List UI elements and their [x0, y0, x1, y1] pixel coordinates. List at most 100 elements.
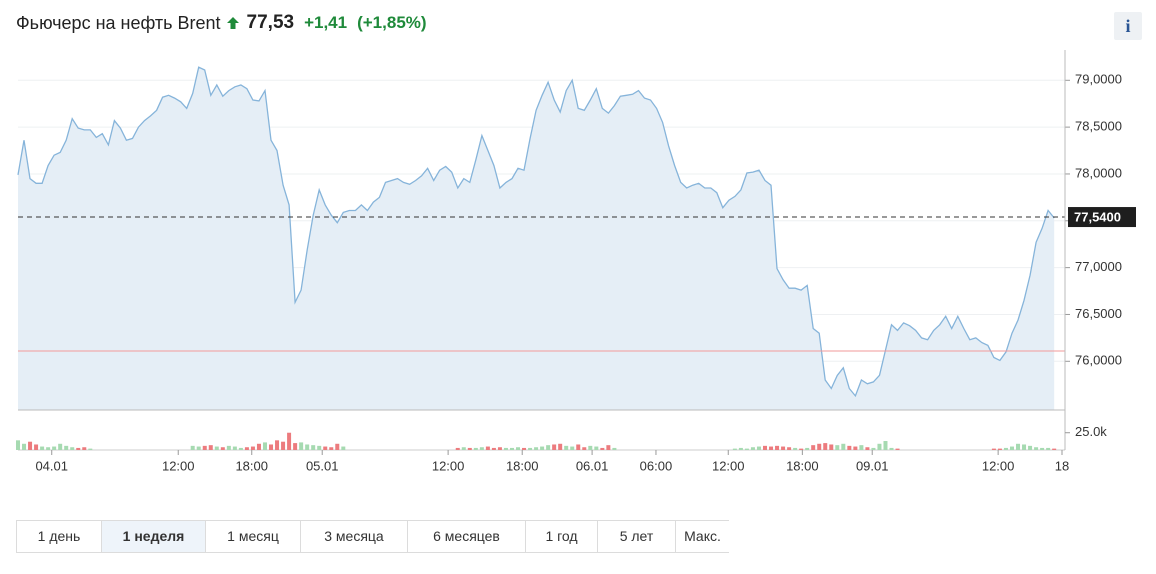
volume-bar [190, 445, 195, 450]
volume-bar [546, 445, 551, 450]
up-arrow [226, 17, 239, 29]
volume-bar [612, 447, 617, 450]
volume-bar [317, 445, 322, 450]
volume-bar [214, 446, 219, 450]
volume-bar [311, 445, 316, 450]
volume-bar [528, 447, 533, 450]
volume-bar [811, 445, 816, 450]
volume-bar [497, 447, 502, 450]
volume-bar [40, 446, 45, 450]
volume-bar [323, 446, 328, 450]
volume-bar [835, 445, 840, 450]
y-tick-label: 78,0000 [1075, 165, 1122, 180]
volume-bar [473, 447, 478, 450]
range-button[interactable]: 1 неделя [102, 521, 206, 552]
volume-bar [865, 447, 870, 450]
volume-bar [335, 443, 340, 450]
x-tick-label: 18 [1055, 458, 1069, 473]
volume-bar [775, 445, 780, 450]
volume-bar [226, 445, 231, 450]
volume-bar [762, 445, 767, 450]
volume-bar [208, 445, 213, 450]
x-tick-label: 18:00 [786, 458, 819, 473]
volume-bar [250, 446, 255, 450]
range-button[interactable]: Макс. [684, 528, 721, 544]
range-button[interactable]: 1 день [17, 521, 102, 552]
volume-bar [522, 447, 527, 450]
volume-bar [756, 446, 761, 450]
volume-bar [576, 444, 581, 450]
volume-bar [1046, 447, 1051, 450]
volume-bar [305, 444, 310, 450]
volume-bar [841, 443, 846, 450]
volume-bar [238, 447, 243, 450]
volume-bar [895, 448, 900, 450]
volume-bar [491, 447, 496, 450]
info-button[interactable]: i [1114, 12, 1142, 40]
volume-bar [799, 448, 804, 450]
volume-bar [853, 446, 858, 450]
volume-bar [594, 446, 599, 450]
volume-bar [220, 447, 225, 450]
volume-bar [76, 447, 81, 450]
volume-bar [196, 446, 201, 450]
volume-bar [503, 447, 508, 450]
x-tick-label: 12:00 [982, 458, 1015, 473]
volume-bar [516, 447, 521, 450]
volume-bar [70, 447, 75, 450]
header: Фьючерс на нефть Brent 77,53 +1,41 (+1,8… [16, 10, 427, 36]
x-tick-label: 18:00 [235, 458, 268, 473]
volume-bar [202, 445, 207, 450]
volume-bar [564, 445, 569, 450]
volume-bar [1003, 447, 1008, 450]
volume-bar [805, 447, 810, 450]
range-button[interactable]: 5 лет [598, 521, 676, 552]
change: +1,41 [304, 13, 348, 32]
volume-bar [558, 443, 563, 450]
volume-bar [883, 441, 888, 450]
y-tick-label: 78,5000 [1075, 119, 1122, 134]
x-tick-label: 09.01 [856, 458, 889, 473]
volume-bar [859, 445, 864, 450]
volume-bar [281, 441, 286, 450]
volume-bar [82, 447, 87, 450]
volume-bar [540, 446, 545, 450]
volume-bar [1009, 446, 1014, 450]
volume-bar [787, 447, 792, 450]
volume-bar [744, 448, 749, 450]
volume-bar [34, 444, 39, 450]
x-tick-label: 06.01 [576, 458, 609, 473]
volume-bar [256, 443, 261, 450]
volume-tick-label: 25.0k [1075, 424, 1107, 439]
title: Фьючерс на нефть Brent [16, 12, 221, 33]
volume-bar [329, 447, 334, 450]
volume-bar [262, 442, 267, 450]
volume-bar [877, 443, 882, 450]
volume-bar [1040, 447, 1045, 450]
range-button[interactable]: 3 месяца [301, 521, 408, 552]
range-button[interactable]: 6 месяцев [408, 521, 526, 552]
x-tick-label: 12:00 [162, 458, 195, 473]
y-tick-label: 76,5000 [1075, 306, 1122, 321]
volume-bar [588, 445, 593, 450]
volume-bar [1016, 443, 1021, 450]
volume-bar [275, 440, 280, 450]
volume-bar [299, 442, 304, 450]
current-value-label: 77,5400 [1074, 209, 1121, 224]
range-button[interactable]: 1 месяц [206, 521, 301, 552]
volume-bar [287, 432, 292, 450]
volume-bar [232, 446, 237, 450]
volume-bar [269, 444, 274, 450]
volume-bar [341, 446, 346, 450]
volume-bar [847, 445, 852, 450]
volume-bar [64, 445, 69, 450]
volume-bar [58, 443, 63, 450]
volume-bar [889, 447, 894, 450]
volume-bar [467, 447, 472, 450]
volume-bar [732, 448, 737, 450]
range-button[interactable]: 1 год [526, 521, 598, 552]
volume-bar [479, 447, 484, 450]
volume-bar [509, 447, 514, 450]
